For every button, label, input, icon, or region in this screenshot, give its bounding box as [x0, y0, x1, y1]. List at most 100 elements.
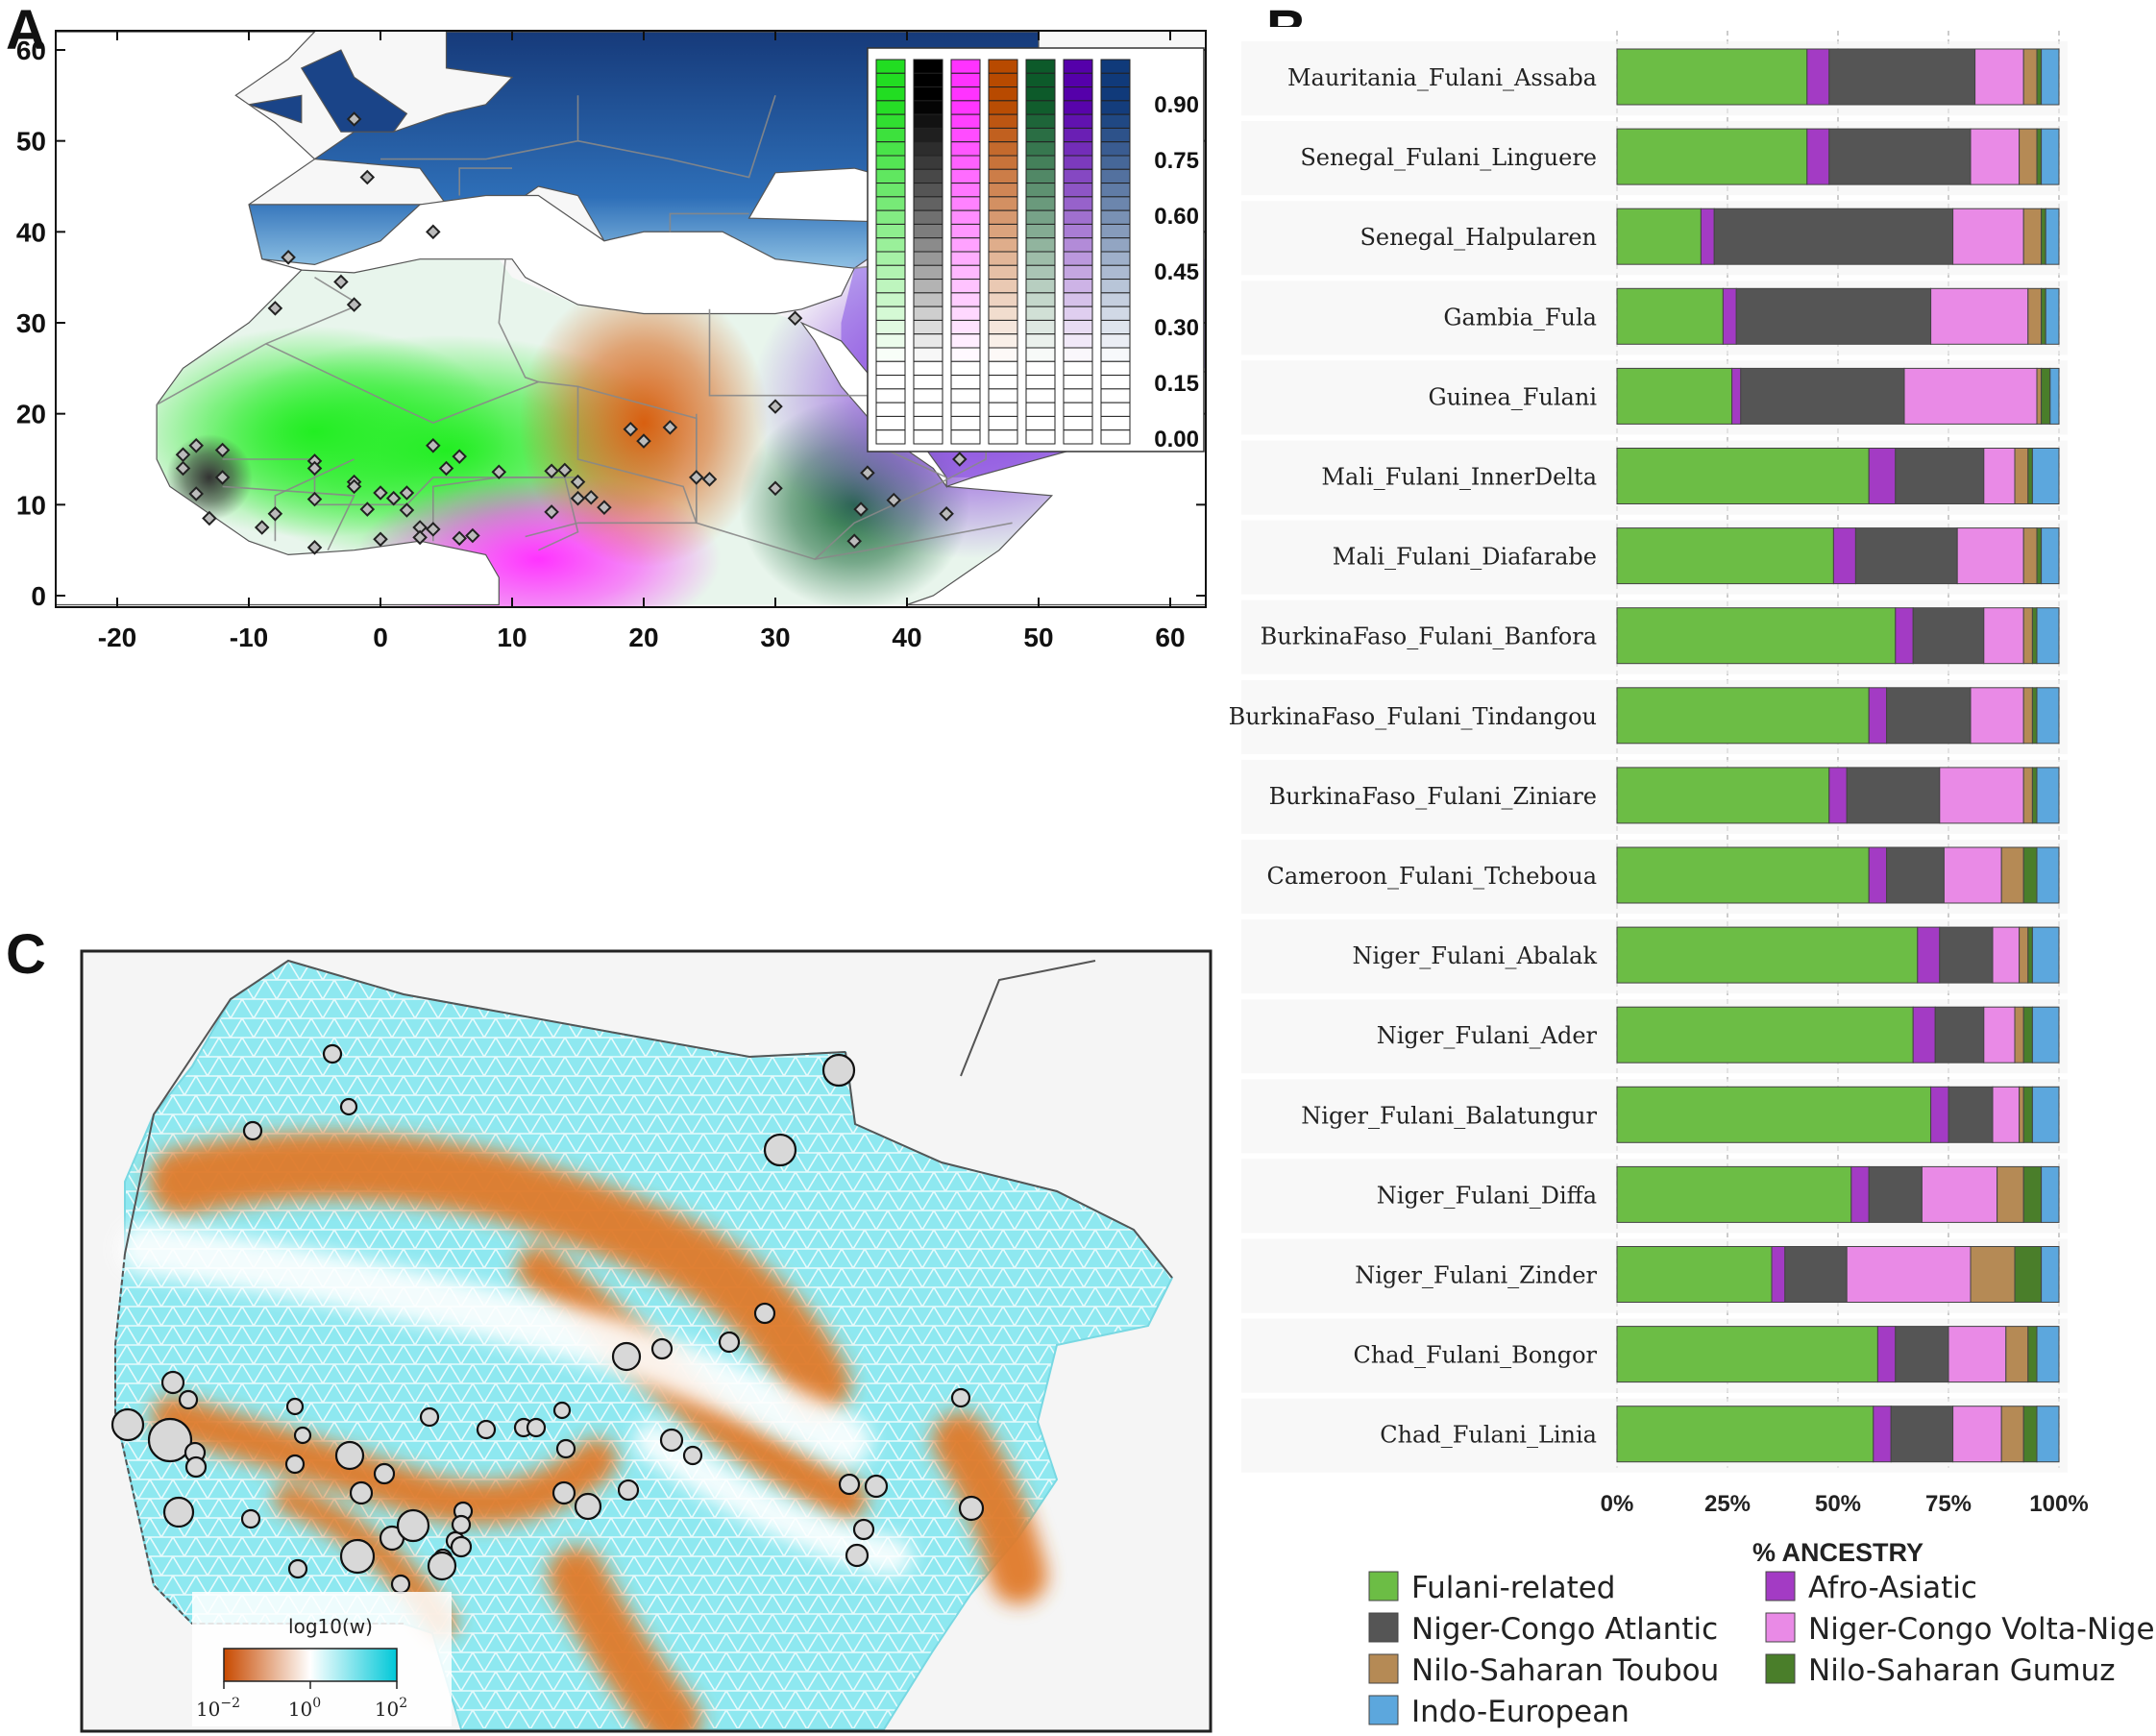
sample-marker — [306, 460, 323, 477]
bar-segment — [2022, 208, 2043, 265]
sample-marker — [373, 485, 388, 501]
sample-marker — [254, 520, 270, 535]
bar-segment — [1983, 607, 2024, 665]
legend-cell — [950, 279, 981, 294]
legend-cell — [1100, 168, 1131, 184]
legend-cell — [913, 402, 943, 417]
white-bands — [117, 1222, 913, 1576]
legend-cell — [913, 279, 943, 294]
map-frame — [80, 949, 1213, 1733]
bar-segment — [2022, 1406, 2038, 1463]
legend-cell — [1025, 319, 1056, 335]
bar-segment — [1886, 687, 1972, 745]
row-band — [1241, 1398, 2068, 1473]
eems-layer — [110, 959, 1174, 1731]
bar-segment — [2036, 607, 2060, 665]
sample-marker — [452, 530, 467, 547]
bar-segment — [1700, 208, 1715, 265]
ireland-region — [248, 94, 303, 124]
colorbar-tick-label: 102 — [375, 1696, 407, 1721]
bar-segment — [2022, 767, 2033, 824]
bar-segment — [2027, 1326, 2038, 1383]
sample-marker — [399, 502, 415, 518]
legend-cell — [875, 279, 906, 294]
bar-segment — [1616, 767, 1830, 824]
bar-segment — [2041, 48, 2060, 106]
legend-cell — [913, 292, 943, 307]
legend-cell — [913, 196, 943, 211]
x-tick-label: -20 — [98, 623, 136, 652]
legend-cell — [913, 237, 943, 253]
colorbar: log10(w) 10−2 100 102 — [192, 1592, 452, 1726]
legend-cell — [913, 209, 943, 225]
bar-segment — [2036, 527, 2043, 585]
legend-cell — [1025, 86, 1056, 102]
legend-cell — [875, 402, 906, 417]
sample-marker — [426, 438, 441, 453]
legend-cell — [950, 127, 981, 143]
y-tick-label: 0 — [31, 581, 46, 611]
barrier-volta — [274, 1484, 456, 1638]
bar-segment — [1930, 1086, 1949, 1143]
colorbar-background — [192, 1592, 452, 1726]
legend-cell — [875, 388, 906, 403]
colorbar-tick-exponent: −2 — [220, 1696, 240, 1711]
bar-segment — [1806, 48, 1830, 106]
legend-cell — [913, 306, 943, 321]
sample-circle — [476, 1419, 497, 1440]
bar-segment — [1806, 128, 1830, 185]
x-tick-label: 75% — [1925, 1491, 1972, 1517]
row-band — [1241, 840, 2068, 915]
row-band — [1241, 599, 2068, 674]
country-border — [222, 458, 578, 506]
neutral-band — [117, 1222, 872, 1468]
bar-segment — [2041, 1246, 2060, 1303]
legend-cell — [1025, 168, 1056, 184]
sample-marker — [188, 486, 204, 501]
panel-label-c: C — [6, 923, 46, 986]
bar-segment — [1846, 1246, 1972, 1303]
bar-segment — [1616, 846, 1870, 904]
legend-cell — [950, 375, 981, 390]
category-label: BurkinaFaso_Fulani_Banfora — [1261, 623, 1597, 650]
legend-cell — [1063, 86, 1093, 102]
sample-marker — [426, 224, 441, 240]
legend-cell — [1063, 251, 1093, 266]
bar-segment — [2027, 448, 2033, 504]
sample-marker — [787, 310, 803, 327]
legend-cell — [875, 86, 906, 102]
legend-cell — [875, 306, 906, 321]
sample-circle — [763, 1133, 797, 1167]
sample-circle — [349, 1480, 374, 1505]
sample-marker — [214, 470, 231, 485]
sample-marker — [306, 540, 323, 555]
sample-marker — [202, 510, 217, 526]
bar-segment — [2031, 1006, 2060, 1064]
chart-area — [1241, 27, 2068, 1103]
legend-cell — [950, 237, 981, 253]
legend-value: 0.75 — [1154, 148, 1199, 174]
legend-cell — [875, 141, 906, 157]
legend-cell — [913, 347, 943, 362]
legend-cell — [913, 59, 943, 74]
bar-segment — [2031, 687, 2038, 745]
sample-marker — [689, 470, 704, 485]
bar-segment — [1970, 687, 2024, 745]
sample-circle — [432, 1548, 453, 1569]
legend-cell — [988, 279, 1018, 294]
legend-value: 0.30 — [1154, 315, 1199, 341]
legend-value: 0.00 — [1154, 427, 1199, 452]
sample-marker — [939, 506, 954, 522]
bar-segment — [2019, 1086, 2024, 1143]
category-label: Gambia_Fula — [1443, 304, 1597, 330]
legend-cell — [1025, 251, 1056, 266]
sample-marker — [412, 529, 428, 546]
bar-segment — [1873, 1406, 1892, 1463]
category-label: Niger_Fulani_Ader — [1377, 1022, 1598, 1049]
legend-cell — [913, 183, 943, 198]
sample-circle — [864, 1474, 889, 1499]
legend-cell — [950, 141, 981, 157]
sample-marker — [359, 169, 376, 185]
sample-circle — [838, 1473, 861, 1496]
x-tick-label: 0% — [1601, 1491, 1634, 1517]
